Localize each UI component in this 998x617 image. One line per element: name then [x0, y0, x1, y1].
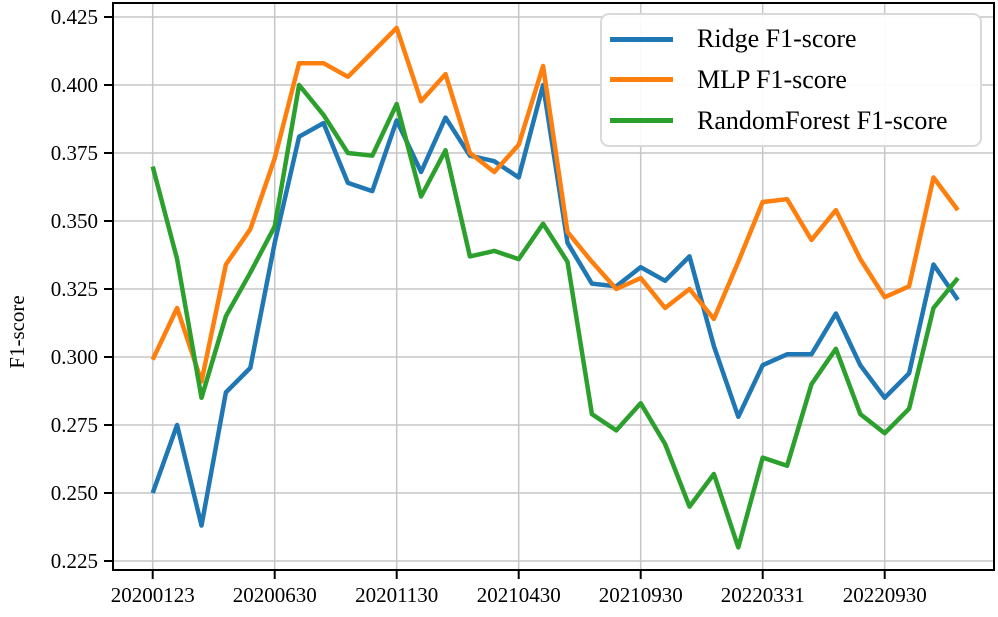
- legend-line-randomforest-swatch: [610, 118, 673, 124]
- x-tick-label: 20220930: [843, 583, 927, 607]
- y-tick-label: 0.250: [51, 481, 98, 505]
- y-tick-label: 0.375: [51, 141, 98, 165]
- legend-item: RandomForest F1-score: [610, 105, 980, 135]
- legend: Ridge F1-score MLP F1-score RandomForest…: [600, 13, 982, 147]
- x-tick-label: 20210930: [599, 583, 683, 607]
- y-tick-label: 0.300: [51, 345, 98, 369]
- x-tick-label: 20200630: [233, 583, 317, 607]
- legend-item: Ridge F1-score: [610, 26, 980, 52]
- y-tick-label: 0.325: [51, 277, 98, 301]
- x-tick-label: 20200123: [111, 583, 195, 607]
- legend-label-ridge: Ridge F1-score: [697, 24, 857, 54]
- y-tick-label: 0.400: [51, 73, 98, 97]
- y-tick-label: 0.225: [51, 549, 98, 573]
- x-tick-label: 20220331: [721, 583, 805, 607]
- x-tick-label: 20201130: [355, 583, 438, 607]
- x-tick-label: 20210430: [477, 583, 561, 607]
- y-tick-label: 0.425: [51, 5, 98, 29]
- legend-label-mlp: MLP F1-score: [697, 64, 847, 94]
- series-line-mlp-f1-score: [150, 25, 960, 384]
- legend-item: MLP F1-score: [610, 64, 980, 94]
- y-tick-label: 0.275: [51, 413, 98, 437]
- y-axis-label: F1-score: [5, 295, 29, 368]
- legend-line-ridge-swatch: [610, 36, 673, 42]
- series-line-randomforest-f1-score: [150, 82, 960, 550]
- axes-spines: [112, 2, 995, 571]
- legend-line-mlp-swatch: [610, 77, 673, 83]
- legend-label-randomforest: RandomForest F1-score: [697, 105, 948, 135]
- y-tick-label: 0.350: [51, 209, 98, 233]
